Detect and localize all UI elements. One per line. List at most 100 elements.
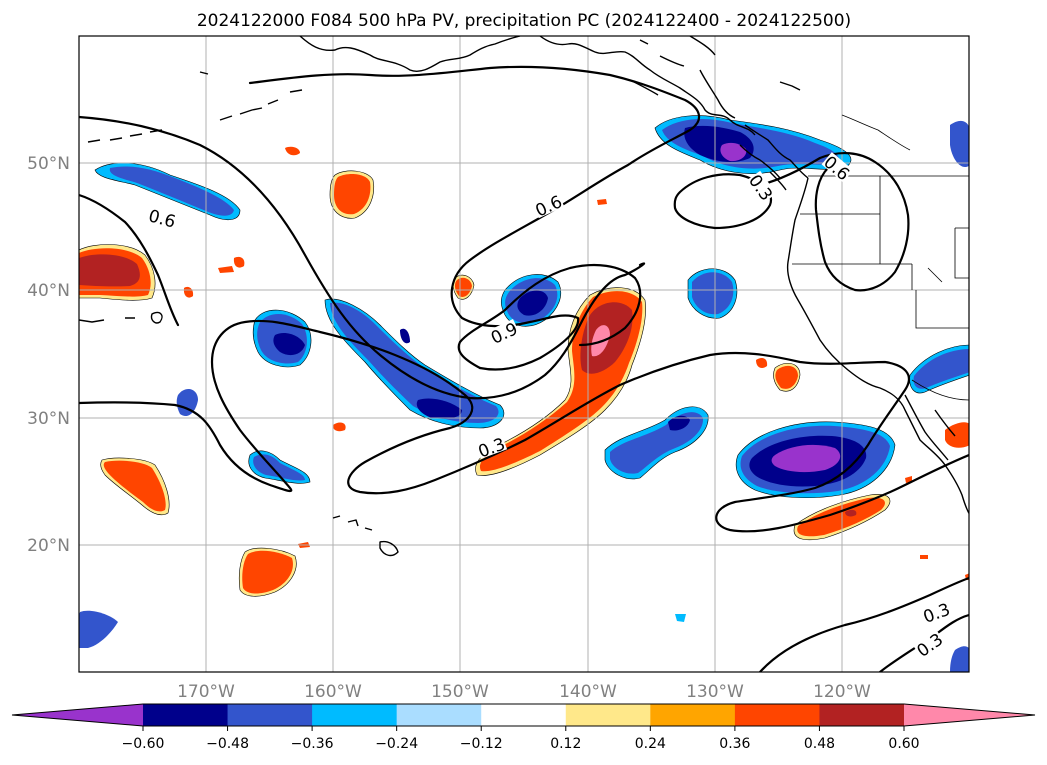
precip-blob [517,290,548,316]
pv-contour-0-3 [673,173,773,230]
colorbar-segment [227,704,313,726]
coastline-us-west [786,177,969,515]
contour-label-background [487,319,520,346]
precip-blob [920,555,928,559]
colorbar-extend-max [904,704,1035,726]
colorbar-tick-label: 0.24 [635,736,666,752]
colorbar-tick-label: 0.60 [888,736,919,752]
coastline-alaska [539,36,756,136]
precip-blob [675,614,686,622]
precip-blob [950,646,969,672]
border-canada-alaska [841,114,911,151]
pv-contour-0-6 [248,65,701,371]
colorbar-segment [650,704,736,726]
colorbar-segment [312,704,398,726]
contour-label-background [913,629,946,659]
precip-blob [79,254,140,287]
lon-tick-label: 150°W [431,682,489,702]
precip-blob [756,358,768,368]
precip-blob [950,120,969,167]
colorbar-segment [143,704,229,726]
precip-blob [233,256,245,268]
precip-blob [416,398,462,419]
contour-label-background [920,599,953,625]
pv-contour-0-3 [79,319,969,533]
colorbar-segment [565,704,651,726]
colorbar: −0.60 −0.48 −0.36 −0.24 −0.12 0.12 0.24 0.36 0.4… [11,703,1036,752]
precip-blob [400,328,410,344]
coastline-baja [904,394,956,461]
colorbar-tick-label: −0.48 [206,736,249,752]
colorbar-tick-label: 0.36 [719,736,750,752]
contour-label-background [747,170,777,203]
contour-label-background [475,434,508,459]
contour-label-background [821,152,854,183]
precip-blob [775,365,798,389]
precip-blob [945,422,969,448]
lon-tick-label: 160°W [304,682,362,702]
coastline-alaska [299,36,521,72]
precip-positive-areas [79,146,969,597]
pv-contour-0-3 [758,576,969,672]
pv-contour-0-6 [79,193,180,327]
colorbar-tick-label: −0.12 [460,736,503,752]
pv-contour-0-9 [457,263,642,370]
precip-blob [597,199,607,205]
lat-tick-label: 50°N [27,154,70,174]
precip-blob [913,349,969,389]
lon-tick-label: 170°W [177,682,235,702]
colorbar-extend-min [12,704,143,726]
coastline-alaska-islands [629,36,801,96]
lon-tick-label: 120°W [813,682,871,702]
pv-contour-0-6 [79,115,646,400]
coastline-small-islands [79,311,163,324]
lat-tick-label: 30°N [27,409,70,429]
precip-blob [109,166,234,216]
colorbar-tick-label: −0.36 [291,736,334,752]
precip-blob [692,272,734,315]
colorbar-segment [396,704,482,726]
lat-axis: 50°N 40°N 30°N 20°N [27,154,70,556]
precip-blob [668,415,690,431]
colorbar-segment [819,704,905,726]
precip-blob [845,509,857,517]
coastline-hawaii [332,515,399,557]
lat-tick-label: 40°N [27,281,70,301]
coastline-aleutians [87,71,303,143]
contour-label: 0.6 [146,206,179,233]
coastlines [79,36,969,557]
colorbar-tick-label: −0.60 [122,736,165,752]
lat-tick-label: 20°N [27,536,70,556]
lon-tick-label: 130°W [686,682,744,702]
contour-label-background [146,206,179,229]
chart-title: 2024122000 F084 500 hPa PV, precipitatio… [197,11,851,31]
precip-blob [218,266,234,273]
colorbar-segment [734,704,820,726]
lon-axis: 170°W 160°W 150°W 140°W 130°W 120°W [177,682,871,702]
border-state [792,176,969,401]
precip-blob [79,610,118,648]
precip-blob [771,444,841,473]
colorbar-tick-label: 0.12 [550,736,581,752]
lon-tick-label: 140°W [559,682,617,702]
contour-label-background [532,191,565,219]
precip-blob [176,388,198,417]
precip-blob [242,550,293,594]
map-frame [78,35,970,673]
map-content: 0.6 0.60.60.30.90.30.30.3 [79,36,969,672]
coastline-panhandle [699,69,809,179]
precip-blob [103,460,166,512]
pv-contours [79,65,969,672]
precip-blob [454,277,472,297]
colorbar-tick-label: −0.24 [375,736,418,752]
political-borders [792,114,969,401]
precip-blob [285,146,300,156]
colorbar-tick-label: 0.48 [804,736,835,752]
precip-blob [720,142,747,162]
precip-blob [797,497,885,537]
precip-blob [332,422,346,432]
precip-blob [273,333,305,356]
colorbar-segment [481,704,567,726]
precip-blob [334,174,371,215]
